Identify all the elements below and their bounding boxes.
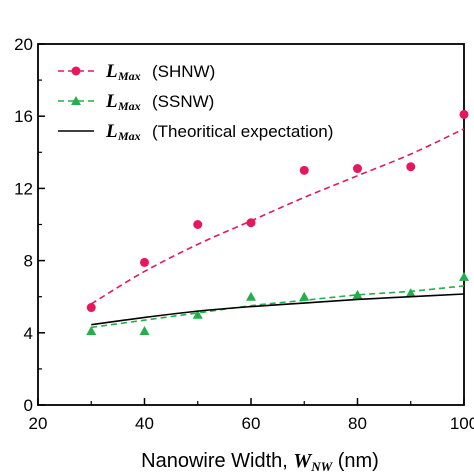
legend-symbol-ssnw: L bbox=[105, 91, 118, 112]
x-axis-title: Nanowire Width, WNW (nm) bbox=[141, 450, 379, 474]
legend-entry-shnw: L Max (SHNW) bbox=[58, 61, 215, 83]
data-point-ssnw bbox=[299, 291, 310, 301]
legend-symbol-theory: L bbox=[105, 121, 118, 142]
series-line-shnw bbox=[90, 128, 465, 305]
data-point-shnw bbox=[140, 257, 149, 267]
legend-symbol-shnw: L bbox=[105, 61, 118, 82]
data-point-shnw bbox=[353, 164, 362, 174]
data-point-ssnw bbox=[86, 325, 97, 335]
y-tick-label: 8 bbox=[24, 252, 33, 271]
legend-symbol-sub-theory: Max bbox=[117, 129, 141, 143]
data-point-shnw bbox=[406, 162, 416, 172]
data-point-ssnw bbox=[192, 309, 203, 319]
data-point-ssnw bbox=[352, 289, 363, 299]
series-line-theory bbox=[91, 293, 465, 326]
y-tick-label: 4 bbox=[24, 324, 33, 343]
legend-symbol-sub-shnw: Max bbox=[117, 69, 141, 83]
legend-label-theory: (Theoritical expectation) bbox=[152, 122, 333, 141]
x-tick-label: 100 bbox=[450, 414, 474, 433]
y-tick-label: 20 bbox=[14, 35, 33, 54]
data-point-ssnw bbox=[246, 291, 256, 301]
legend-symbol-sub-ssnw: Max bbox=[117, 99, 141, 113]
x-axis-title-symbol-sub: NW bbox=[310, 459, 333, 474]
legend-entry-theory: L Max (Theoritical expectation) bbox=[58, 121, 333, 143]
data-point-ssnw bbox=[459, 271, 469, 281]
x-tick-label: 20 bbox=[29, 414, 48, 433]
x-tick-label: 40 bbox=[135, 414, 154, 433]
x-tick-label: 80 bbox=[348, 414, 367, 433]
x-axis-title-unit: (nm) bbox=[332, 450, 379, 472]
y-tick-label: 0 bbox=[24, 396, 33, 415]
data-point-ssnw bbox=[405, 288, 416, 298]
y-tick-label: 16 bbox=[14, 107, 33, 126]
x-axis-title-text: Nanowire Width, bbox=[141, 450, 293, 472]
legend-marker-ssnw bbox=[71, 96, 81, 105]
data-point-shnw bbox=[459, 109, 469, 119]
x-axis-title-symbol: W bbox=[293, 450, 312, 472]
data-point-shnw bbox=[193, 220, 203, 229]
x-tick-label: 60 bbox=[242, 414, 261, 433]
series-line-ssnw bbox=[91, 285, 465, 329]
data-point-shnw bbox=[86, 303, 96, 313]
legend-label-ssnw: (SSNW) bbox=[152, 92, 214, 111]
legend-label-shnw: (SHNW) bbox=[152, 62, 215, 81]
data-point-ssnw bbox=[139, 325, 150, 335]
legend: L Max (SHNW) L Max (SSNW) L Max (Theorit… bbox=[58, 61, 333, 143]
y-tick-label: 12 bbox=[14, 179, 33, 198]
legend-marker-shnw bbox=[71, 66, 81, 76]
data-point-shnw bbox=[299, 165, 309, 175]
data-point-shnw bbox=[246, 218, 256, 228]
legend-entry-ssnw: L Max (SSNW) bbox=[58, 91, 214, 113]
axes: 20 40 60 80 100 0 4 8 12 16 20 bbox=[14, 35, 474, 433]
plot-area bbox=[86, 109, 469, 335]
